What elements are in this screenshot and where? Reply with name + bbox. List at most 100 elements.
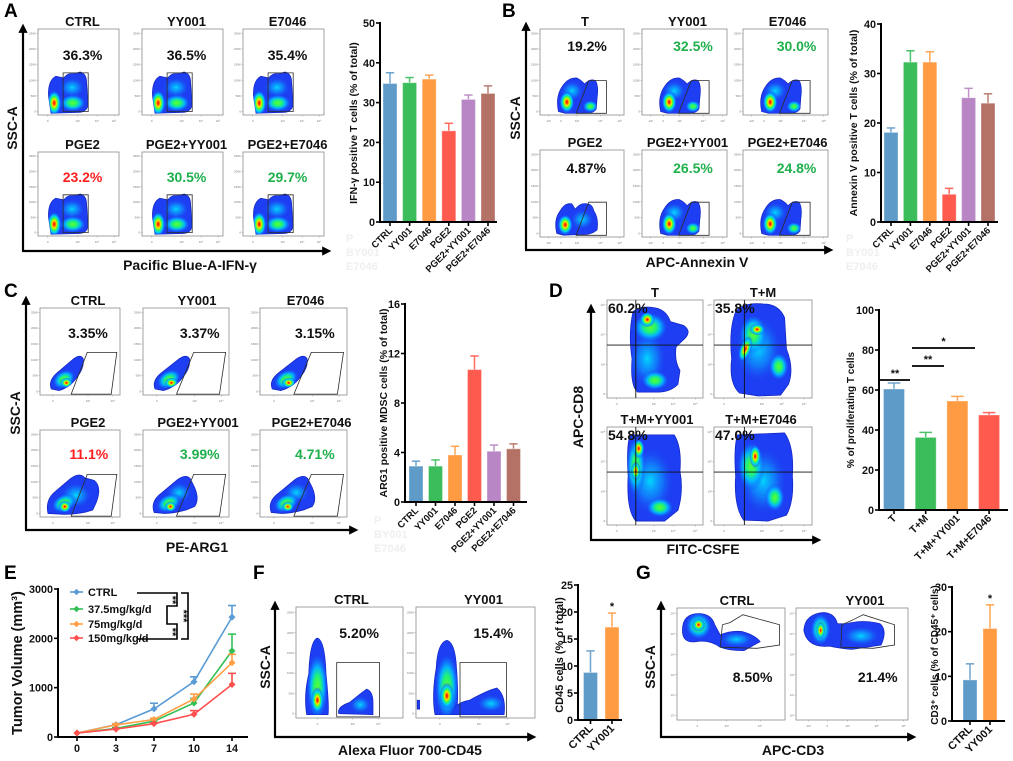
x-tick-label: 0 xyxy=(697,724,699,728)
y-tick-label: 12 xyxy=(388,349,400,361)
gate-percent: 54.8% xyxy=(608,427,648,443)
flow-plot: 250K 200K 150K 100K 50K 0 0 10³ 10⁴ YY001 15.4% xyxy=(407,592,536,726)
y-tick-label: 4 xyxy=(394,448,400,460)
y-tick-label: 20 xyxy=(561,607,573,619)
y-tick-label: 10⁰ xyxy=(789,714,794,718)
density-hotspot xyxy=(641,370,669,391)
y-axis-label: ARG1 positive MDSC cells (% of total) xyxy=(378,308,390,497)
panel-a-x-axis-label: Pacific Blue-A-IFN-γ xyxy=(123,257,257,273)
y-tick-label: 150K xyxy=(134,342,141,346)
y-tick-label: 0 xyxy=(394,497,400,509)
density-hotspot xyxy=(264,77,290,98)
x-tick-label: 10⁴ xyxy=(199,119,204,123)
x-tick-label: 10⁴ xyxy=(874,724,879,728)
y-tick-label: 10⁵ xyxy=(670,612,675,616)
faint-row: E7046 xyxy=(846,261,878,273)
y-tick-label: 250K xyxy=(734,152,741,156)
significance-marker: * xyxy=(988,593,993,605)
y-tick-label: 200K xyxy=(287,631,294,635)
y-tick-label: 0 xyxy=(739,110,741,114)
flow-panel-b: 250K 200K 150K 100K 50K 0 -10³ 0 10³ 10⁴ 10⁵ T 19.2%… xyxy=(531,14,829,245)
flow-plot: 250K 200K 150K 100K 50K 0 0 10³ 10⁴ 10⁵ E7046 35.4% xyxy=(234,14,325,123)
density-hotspot xyxy=(264,94,291,112)
gate-percent: 30.0% xyxy=(777,38,817,54)
density-hotspot xyxy=(48,90,62,114)
y-tick-label: 0 xyxy=(34,231,36,235)
y-tick-label: 250K xyxy=(633,31,640,35)
x-tick-label: 10⁴ xyxy=(337,399,342,403)
density-hotspot xyxy=(719,631,754,648)
y-tick-label: 0 xyxy=(256,512,258,516)
x-tick-label: 3 xyxy=(113,743,119,755)
gate-percent: 35.8% xyxy=(715,300,755,316)
plot-title: YY001 xyxy=(845,593,884,608)
panel-label-f: F xyxy=(253,563,265,584)
x-tick-label: 0 xyxy=(723,402,725,406)
density-hotspot xyxy=(749,444,762,469)
x-tick-label: 10⁴ xyxy=(779,529,784,533)
bar xyxy=(402,82,418,223)
y-tick-label: 10¹ xyxy=(671,693,675,697)
y-axis-label: CD3⁺ cells (% of CD45⁺ cells) xyxy=(930,585,941,725)
y-tick-label: 0 xyxy=(138,231,140,235)
x-tick-label: 10⁴ xyxy=(802,241,807,245)
x-tick-label: 0 xyxy=(156,521,158,525)
x-tick-label: 10⁵ xyxy=(802,529,807,533)
bar xyxy=(428,465,443,503)
y-tick-label: 100K xyxy=(633,200,640,204)
x-tick-label: T xyxy=(886,512,899,525)
significance-brackets: ******* xyxy=(137,592,189,640)
y-tick-label: 10³ xyxy=(708,489,712,493)
y-tick-label: 25 xyxy=(561,580,573,592)
gate-percent: 4.71% xyxy=(295,446,335,462)
x-tick-label: 10³ xyxy=(652,402,656,406)
panel-g-x-axis-label: APC-CD3 xyxy=(762,742,824,758)
density-hotspot xyxy=(816,621,826,640)
legend-marker xyxy=(73,588,80,596)
bracket-inner xyxy=(137,592,178,640)
density-hotspots xyxy=(253,77,291,114)
y-tick-label: 150K xyxy=(407,651,414,655)
x-tick-label: 0 xyxy=(723,529,725,533)
y-tick-label: 0 xyxy=(868,505,874,517)
legend-label: 37.5mg/kg/d xyxy=(88,604,152,616)
y-tick-label: 250K xyxy=(29,154,36,158)
x-tick-label: 10³ xyxy=(76,240,80,244)
plot-frame xyxy=(742,28,829,116)
y-tick-label: 200K xyxy=(734,47,741,51)
y-tick-label: 1000 xyxy=(29,683,53,695)
gate xyxy=(840,614,895,649)
significance-marker: *** xyxy=(177,610,189,624)
y-tick-label: 200K xyxy=(633,47,640,51)
gate xyxy=(293,352,344,395)
x-tick-label: 10⁵ xyxy=(821,119,826,123)
legend-item: CTRL xyxy=(70,587,118,599)
y-tick-label: 10³ xyxy=(671,652,675,656)
gate xyxy=(293,474,344,517)
y-tick-label: 40 xyxy=(363,58,375,70)
gate-percent: 47.0% xyxy=(715,427,755,443)
y-tick-label: 40 xyxy=(864,19,876,31)
y-tick-label: 200K xyxy=(29,169,36,173)
panel-letters: A B C D E F G xyxy=(4,1,651,584)
x-tick-label: 10³ xyxy=(778,119,782,123)
data-point xyxy=(190,699,198,707)
y-tick-label: 50K xyxy=(736,216,741,220)
data-point xyxy=(150,720,158,728)
x-tick-label: 10³ xyxy=(760,402,764,406)
y-tick-label: 100K xyxy=(31,480,38,484)
panel-c-x-axis-label: PE-ARG1 xyxy=(166,539,228,555)
gate-percent: 3.15% xyxy=(295,325,335,341)
y-axis-label: Tumor Volume (mm³) xyxy=(10,591,26,735)
flow-plot: 250K 200K 150K 100K 50K 0 0 10³ 10⁴ PGE2 11.1% xyxy=(31,415,121,525)
y-tick-label: 20 xyxy=(935,627,947,639)
y-tick-label: 200K xyxy=(531,168,538,172)
x-tick-label: 10⁴ xyxy=(95,240,100,244)
y-tick-label: 0 xyxy=(138,110,140,114)
y-tick-label: 150K xyxy=(734,63,741,67)
y-tick-label: 100K xyxy=(633,78,640,82)
legend-marker xyxy=(73,605,80,613)
